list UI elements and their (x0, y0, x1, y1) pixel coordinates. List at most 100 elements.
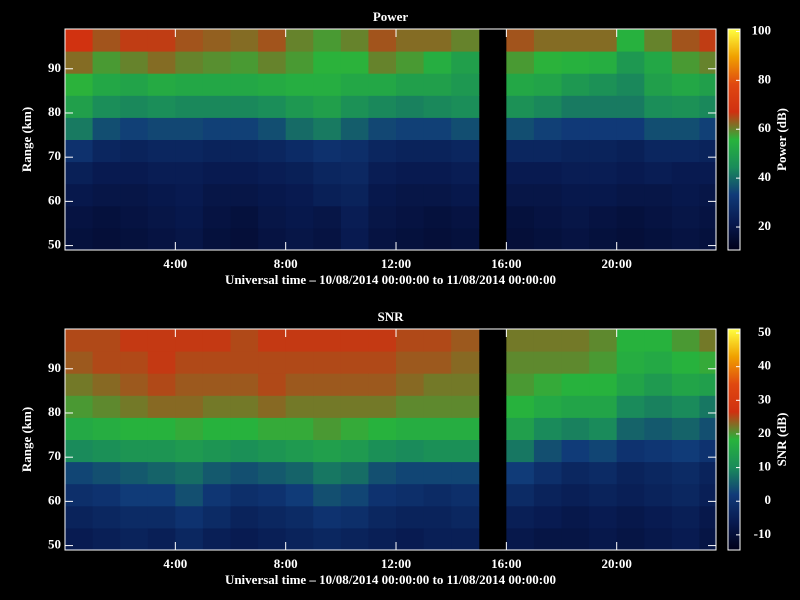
heatmap-cell (65, 161, 94, 185)
heatmap-cell (65, 351, 94, 374)
heatmap-cell (589, 139, 618, 163)
heatmap-cell (561, 51, 590, 74)
heatmap-cell (340, 117, 369, 140)
heatmap-cell (616, 373, 645, 396)
y-tick-label: 50 (48, 237, 61, 252)
heatmap-cell (368, 73, 397, 96)
heatmap-cell (147, 139, 176, 163)
heatmap-cell (561, 29, 590, 52)
heatmap-cell (175, 461, 204, 485)
heatmap-cell (451, 439, 480, 463)
heatmap-cell (644, 461, 673, 485)
heatmap-cell (671, 351, 700, 374)
heatmap-cell (368, 95, 397, 118)
heatmap-cell (451, 329, 480, 352)
heatmap-cell (258, 95, 287, 118)
heatmap-cell (616, 29, 645, 52)
heatmap-cell (92, 461, 121, 485)
heatmap-cell (423, 51, 452, 74)
heatmap-cell (506, 439, 535, 463)
heatmap-cell (396, 205, 425, 229)
heatmap-cell (230, 439, 259, 463)
y-tick-label: 90 (48, 360, 61, 375)
heatmap-cell (202, 51, 232, 74)
heatmap-cell (65, 483, 94, 507)
x-tick-label: 12:00 (381, 256, 411, 271)
heatmap-cell (202, 527, 232, 551)
x-tick-label: 8:00 (274, 256, 298, 271)
heatmap-cell (506, 505, 535, 529)
heatmap-cell (423, 373, 452, 396)
heatmap-cell (396, 461, 425, 485)
heatmap-cell (65, 117, 94, 140)
y-tick-label: 90 (48, 60, 61, 75)
heatmap-cell (699, 373, 717, 396)
heatmap-cell (561, 161, 590, 185)
heatmap-cell (671, 161, 700, 185)
heatmap-cell (285, 117, 314, 140)
heatmap-cell (616, 183, 645, 207)
heatmap-cell (506, 461, 535, 485)
heatmap-cell (92, 29, 121, 52)
heatmap-cell (451, 161, 480, 185)
heatmap-cell (671, 417, 700, 440)
heatmap-cell (340, 439, 369, 463)
heatmap-cell (368, 461, 397, 485)
heatmap-cell (561, 417, 590, 440)
heatmap-cell (120, 483, 149, 507)
heatmap-cell (65, 227, 94, 251)
heatmap-cell (451, 183, 480, 207)
x-axis-label: Universal time – 10/08/2014 00:00:00 to … (225, 272, 556, 287)
heatmap-cell (230, 483, 259, 507)
heatmap-cell (589, 29, 618, 52)
heatmap-cell (313, 439, 342, 463)
heatmap-cell (175, 417, 204, 440)
colorbar-tick-label: 40 (758, 358, 771, 373)
heatmap-cell (699, 117, 717, 140)
heatmap-cell (285, 29, 314, 52)
heatmap-cell (506, 351, 535, 374)
heatmap-cell (65, 73, 94, 96)
heatmap-cell (120, 95, 149, 118)
heatmap-cell (451, 95, 480, 118)
heatmap-cell (230, 395, 259, 418)
heatmap-cell (699, 461, 717, 485)
heatmap-cell (120, 205, 149, 229)
heatmap-cell (451, 483, 480, 507)
heatmap-cell (368, 205, 397, 229)
heatmap-cell (65, 527, 94, 551)
heatmap-cell (258, 417, 287, 440)
heatmap-cell (699, 29, 717, 52)
heatmap-cell (396, 417, 425, 440)
heatmap-cell (340, 417, 369, 440)
heatmap-cell (175, 29, 204, 52)
heatmap-cell (396, 351, 425, 374)
heatmap-cell (340, 373, 369, 396)
heatmap-cell (368, 161, 397, 185)
heatmap-cell (561, 227, 590, 251)
heatmap-cell (423, 505, 452, 529)
heatmap-cell (120, 395, 149, 418)
heatmap-cell (230, 29, 259, 52)
heatmap-cell (258, 183, 287, 207)
heatmap-cell (175, 351, 204, 374)
heatmap-cell (313, 351, 342, 374)
heatmap-cell (120, 227, 149, 251)
heatmap-cell (120, 461, 149, 485)
heatmap-cell (423, 29, 452, 52)
heatmap-cell (202, 417, 232, 440)
heatmap-cell (258, 227, 287, 251)
heatmap-cell (561, 505, 590, 529)
heatmap-cell (313, 461, 342, 485)
heatmap-cell (671, 483, 700, 507)
heatmap-cell (147, 395, 176, 418)
heatmap-cell (92, 183, 121, 207)
heatmap-cell (65, 95, 94, 118)
heatmap-cell (120, 527, 149, 551)
heatmap-cell (230, 417, 259, 440)
heatmap-cell (340, 29, 369, 52)
heatmap-cell (616, 395, 645, 418)
heatmap-cell (699, 95, 717, 118)
heatmap-cell (699, 417, 717, 440)
heatmap-cell (65, 461, 94, 485)
